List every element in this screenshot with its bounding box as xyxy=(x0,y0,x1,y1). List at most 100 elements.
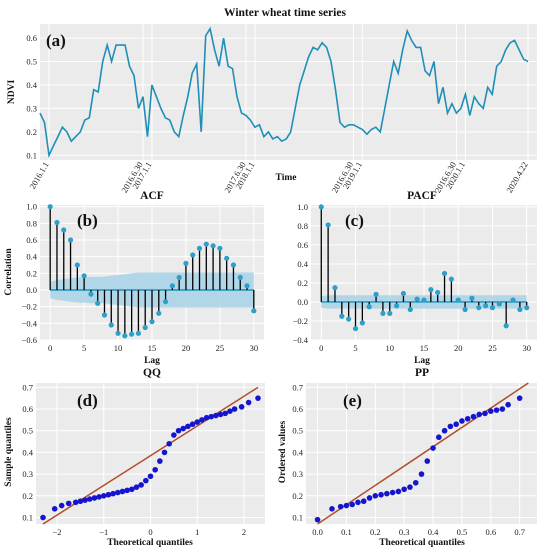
y-tick-label: 0.3 xyxy=(26,103,37,113)
stem-marker-lag-25 xyxy=(489,305,496,311)
scatter-point xyxy=(360,498,367,505)
x-tick-label: 10 xyxy=(114,343,123,353)
stem-marker-lag-13 xyxy=(135,330,142,336)
stem-marker-lag-4 xyxy=(346,316,352,322)
y-tick-label: −0.4 xyxy=(293,335,309,345)
stem-marker-lag-24 xyxy=(483,303,489,309)
panel-b: ACF −0.6 −0.4 −0.2 0.0 0.2 0.4 0.6 0.8 1.0 0 5 10 1… xyxy=(4,190,264,366)
scatter-point xyxy=(238,404,245,410)
x-tick-label: 2020.4.22 xyxy=(504,160,530,194)
panel-e-label: (e) xyxy=(343,391,362,410)
stem-marker-lag-8 xyxy=(101,312,108,318)
scatter-point xyxy=(441,427,448,434)
panel-c: PACF −0.4 −0.2 0.0 0.2 0.4 0.6 0.8 1.0 0 5 10 15 20… xyxy=(293,190,537,366)
stem-marker-lag-16 xyxy=(156,310,162,316)
x-tick-label: 20 xyxy=(454,343,463,353)
scatter-point xyxy=(372,493,379,499)
stem-marker-lag-27 xyxy=(503,323,509,329)
stem-marker-lag-20 xyxy=(455,297,461,303)
x-tick-label: 0.0 xyxy=(312,527,323,537)
y-tick-label: 0.5 xyxy=(292,426,303,436)
stem-marker-lag-14 xyxy=(414,296,420,302)
panel-d-ylabel: Sample quantiles xyxy=(4,417,14,487)
stem-marker-lag-8 xyxy=(373,291,379,297)
stem-marker-lag-9 xyxy=(108,322,114,328)
x-tick-label: 15 xyxy=(420,343,429,353)
y-tick-label: 0.4 xyxy=(22,447,33,457)
scatter-point xyxy=(110,490,116,497)
stem-marker-lag-15 xyxy=(149,319,155,325)
y-tick-label: −0.2 xyxy=(22,302,37,312)
x-tick-label: 0 xyxy=(48,343,52,353)
y-tick-label: 0.8 xyxy=(297,221,308,231)
scatter-point xyxy=(418,471,425,477)
scatter-point xyxy=(314,516,321,523)
scatter-point xyxy=(337,503,344,510)
y-tick-label: 0.8 xyxy=(26,218,37,228)
x-tick-label: 0 xyxy=(148,527,152,537)
y-tick-label: 0.4 xyxy=(26,80,37,90)
stem-marker-lag-17 xyxy=(435,289,441,296)
stem-marker-lag-30 xyxy=(251,308,257,314)
stem-marker-lag-20 xyxy=(183,260,189,266)
panel-a: Winter wheat time series 0.1 0.2 0.3 0.4 0.5… xyxy=(7,7,537,194)
stem-marker-lag-12 xyxy=(400,290,407,297)
stem-marker-lag-0 xyxy=(47,204,53,210)
scatter-point xyxy=(459,418,465,424)
panel-e-plot-area xyxy=(306,383,537,524)
scatter-point xyxy=(453,421,459,428)
x-tick-label: 25 xyxy=(216,343,225,353)
scatter-point xyxy=(185,423,191,430)
y-tick-label: −0.6 xyxy=(22,335,37,345)
scatter-point xyxy=(175,427,182,434)
stem-marker-lag-18 xyxy=(441,270,448,277)
stem-marker-lag-11 xyxy=(394,303,400,309)
panel-d-title: QQ xyxy=(143,367,161,379)
scatter-point xyxy=(129,486,135,493)
stem-marker-lag-23 xyxy=(476,305,482,311)
y-tick-label: 0.6 xyxy=(292,404,303,414)
stem-marker-lag-21 xyxy=(462,306,468,313)
stem-marker-lag-14 xyxy=(142,324,148,331)
x-tick-label: 2016.1.1 xyxy=(27,160,51,191)
stem-marker-lag-5 xyxy=(352,325,359,332)
x-tick-label: 30 xyxy=(250,343,259,353)
x-tick-label: 20 xyxy=(182,343,191,353)
stem-marker-lag-4 xyxy=(74,262,80,268)
scatter-point xyxy=(180,425,187,432)
scatter-point xyxy=(147,473,154,480)
panel-a-title: Winter wheat time series xyxy=(224,7,346,19)
panel-b-title: ACF xyxy=(140,190,164,202)
scatter-point xyxy=(430,445,436,451)
y-tick-label: 0.5 xyxy=(22,426,33,436)
scatter-point xyxy=(245,399,252,406)
y-tick-label: 0.3 xyxy=(22,469,33,479)
x-tick-label: 2 xyxy=(242,527,246,537)
scatter-point xyxy=(389,489,396,496)
y-tick-label: 0.2 xyxy=(292,491,303,501)
scatter-point xyxy=(378,491,384,498)
y-tick-label: 0.7 xyxy=(292,382,303,392)
stem-marker-lag-0 xyxy=(318,204,324,210)
scatter-point xyxy=(138,482,144,488)
scatter-point xyxy=(464,415,471,422)
stem-marker-lag-27 xyxy=(230,262,237,268)
y-tick-label: 0.1 xyxy=(26,150,37,160)
stem-marker-lag-5 xyxy=(81,273,87,279)
stem-marker-lag-1 xyxy=(325,222,331,228)
x-tick-label: 0.1 xyxy=(341,527,352,537)
y-tick-label: 0.6 xyxy=(297,240,308,250)
stem-marker-lag-24 xyxy=(210,243,216,249)
y-tick-label: 0.2 xyxy=(22,491,33,501)
scatter-point xyxy=(119,488,126,495)
scatter-point xyxy=(194,419,201,425)
panel-d-label: (d) xyxy=(77,391,98,410)
scatter-point xyxy=(203,414,210,421)
x-tick-label: 0 xyxy=(319,343,323,353)
stem-marker-lag-26 xyxy=(496,301,502,307)
stem-marker-lag-29 xyxy=(517,306,523,313)
stem-marker-lag-29 xyxy=(244,283,250,289)
y-tick-label: 0.1 xyxy=(292,512,303,522)
scatter-point xyxy=(171,432,177,438)
stem-marker-lag-7 xyxy=(366,304,372,310)
